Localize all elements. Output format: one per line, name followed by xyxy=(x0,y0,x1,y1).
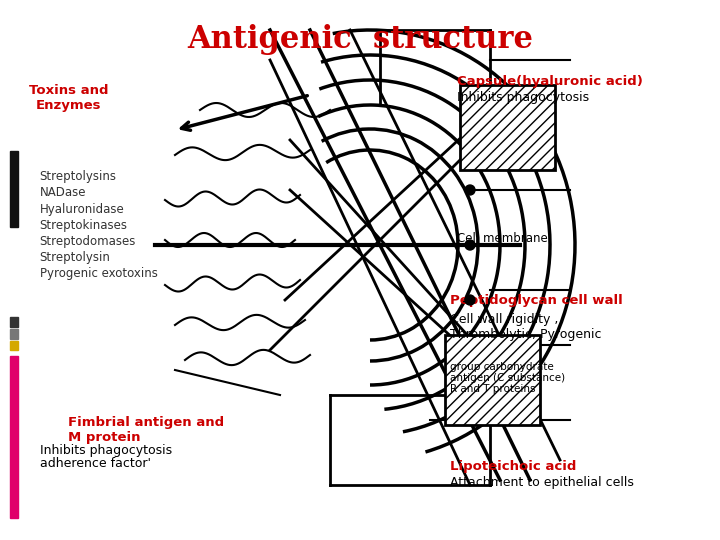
Text: antigen (C substance): antigen (C substance) xyxy=(450,373,565,383)
Text: Capsule(hyaluronic acid): Capsule(hyaluronic acid) xyxy=(457,75,643,87)
Text: Streptolysins: Streptolysins xyxy=(40,170,117,183)
Text: Inhibits phagocytosis: Inhibits phagocytosis xyxy=(457,91,590,104)
Text: Attachment to epithelial cells: Attachment to epithelial cells xyxy=(450,476,634,489)
Bar xyxy=(10,341,18,350)
Bar xyxy=(460,85,555,170)
Text: Streptolysin: Streptolysin xyxy=(40,251,110,264)
Text: NADase: NADase xyxy=(40,186,86,199)
Text: R and T proteins: R and T proteins xyxy=(450,384,536,395)
Text: Lipoteichoic acid: Lipoteichoic acid xyxy=(450,460,577,473)
Text: Hyaluronidase: Hyaluronidase xyxy=(40,202,125,215)
Text: Fimbrial antigen and
M protein: Fimbrial antigen and M protein xyxy=(68,416,225,444)
Text: Streptokinases: Streptokinases xyxy=(40,219,127,232)
Bar xyxy=(10,356,18,518)
Text: Toxins and
Enzymes: Toxins and Enzymes xyxy=(29,84,108,112)
Text: Cell membrane: Cell membrane xyxy=(457,232,548,245)
Bar xyxy=(10,151,18,227)
Text: Pyrogenic exotoxins: Pyrogenic exotoxins xyxy=(40,267,158,280)
Text: group carbohydrate: group carbohydrate xyxy=(450,362,554,372)
Text: adherence factor': adherence factor' xyxy=(40,457,150,470)
Text: Inhibits phagocytosis: Inhibits phagocytosis xyxy=(40,444,172,457)
Bar xyxy=(445,335,540,425)
Bar xyxy=(10,329,18,339)
Text: Antigenic  structure: Antigenic structure xyxy=(187,24,533,55)
Bar xyxy=(10,317,18,327)
Text: Streptodomases: Streptodomases xyxy=(40,235,136,248)
Text: Cell wall rigidity ,: Cell wall rigidity , xyxy=(450,313,559,326)
Circle shape xyxy=(465,295,475,305)
Circle shape xyxy=(465,240,475,250)
Text: Thrombolytic, Pyrogenic: Thrombolytic, Pyrogenic xyxy=(450,328,601,341)
Text: Peptidoglycan cell wall: Peptidoglycan cell wall xyxy=(450,294,623,307)
Circle shape xyxy=(465,185,475,195)
